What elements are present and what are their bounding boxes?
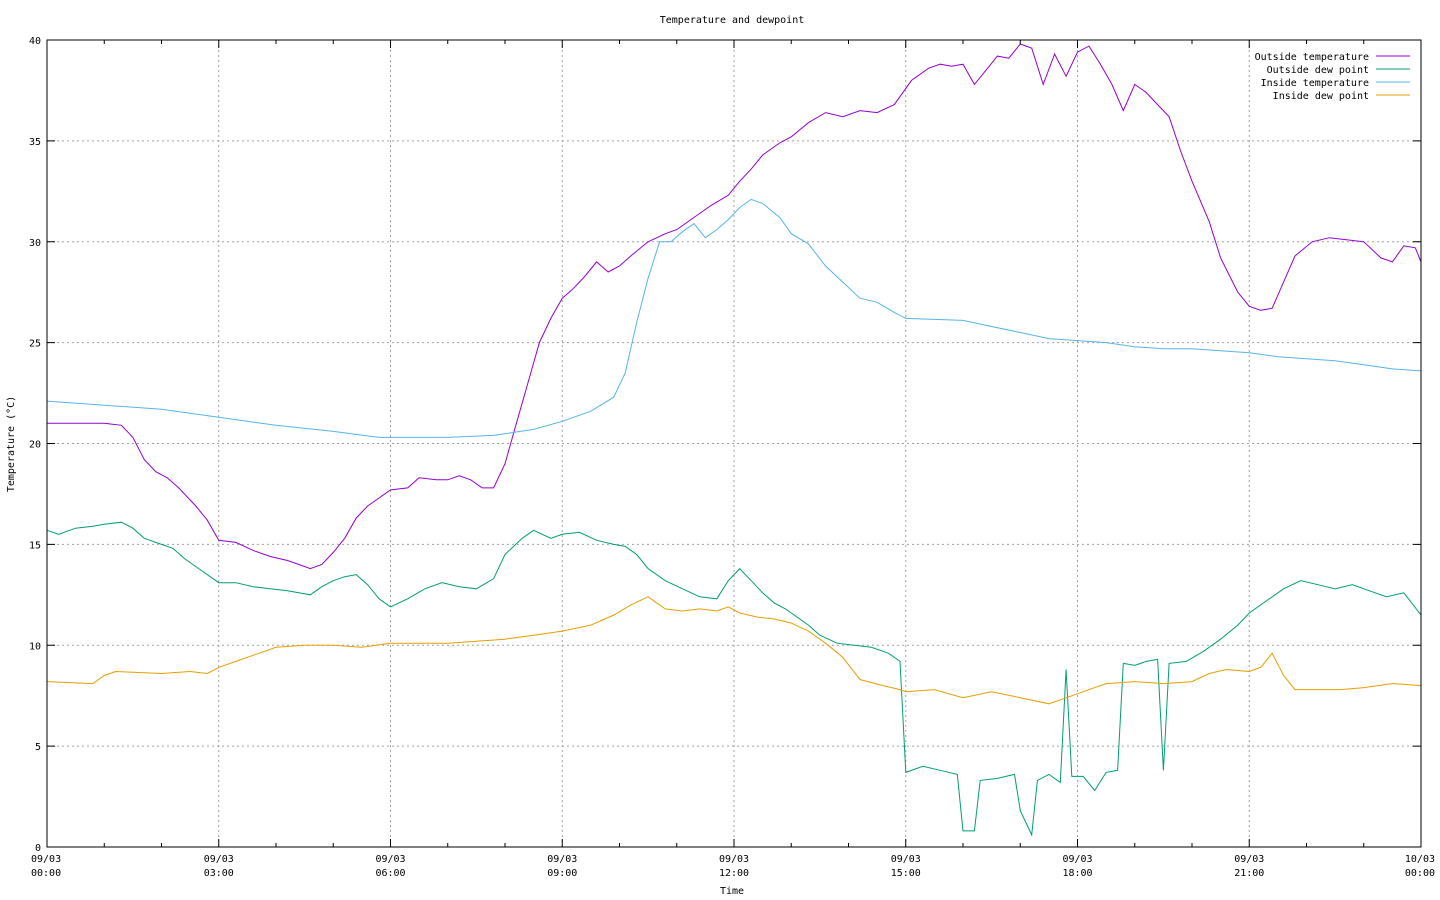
- x-tick-time: 09:00: [547, 868, 577, 879]
- x-tick-time: 21:00: [1234, 868, 1264, 879]
- grid-lines: [47, 40, 1421, 847]
- legend-label: Outside dew point: [1267, 65, 1369, 76]
- y-tick-label: 35: [29, 137, 41, 148]
- x-axis-label: Time: [720, 886, 744, 897]
- x-tick-date: 09/03: [1062, 854, 1092, 865]
- y-tick-label: 25: [29, 339, 41, 350]
- x-tick-date: 09/03: [891, 854, 921, 865]
- chart-title: Temperature and dewpoint: [660, 15, 805, 26]
- series-line-inside-temperature: [46, 198, 1422, 438]
- y-tick-label: 40: [29, 36, 41, 47]
- legend-label: Inside dew point: [1273, 91, 1369, 102]
- x-tick-date: 09/03: [31, 854, 61, 865]
- x-tick-date: 09/03: [719, 854, 749, 865]
- y-tick-label: 10: [29, 641, 41, 652]
- legend: Outside temperature Outside dew point Insi…: [1255, 52, 1410, 102]
- series-line-outside-temperature: [47, 43, 1422, 570]
- y-tick-label: 0: [35, 843, 41, 854]
- axis-ticks: 0 5 10 15 20 25 30 35 40 09/03 00:00 09/03 03:00 09/0…: [29, 36, 1435, 879]
- x-tick-time: 12:00: [719, 868, 749, 879]
- series-lines: [46, 43, 1422, 837]
- y-tick-label: 15: [29, 540, 41, 551]
- x-tick-date: 09/03: [1234, 854, 1264, 865]
- series-line-inside-dew-point: [46, 596, 1422, 705]
- series-line-outside-dew-point: [46, 521, 1422, 837]
- y-tick-label: 20: [29, 440, 41, 451]
- x-tick-time: 00:00: [31, 868, 61, 879]
- y-tick-label: 30: [29, 238, 41, 249]
- x-tick-date: 09/03: [547, 854, 577, 865]
- x-tick-date: 10/03: [1405, 854, 1435, 865]
- legend-label: Inside temperature: [1261, 78, 1369, 89]
- x-tick-time: 15:00: [891, 868, 921, 879]
- y-tick-label: 5: [35, 742, 41, 753]
- x-tick-time: 03:00: [204, 868, 234, 879]
- y-axis-label: Temperature (°C): [6, 396, 17, 492]
- x-tick-time: 18:00: [1062, 868, 1092, 879]
- legend-label: Outside temperature: [1255, 52, 1369, 63]
- x-tick-time: 06:00: [375, 868, 405, 879]
- x-tick-date: 09/03: [375, 854, 405, 865]
- x-tick-time: 00:00: [1405, 868, 1435, 879]
- x-tick-date: 09/03: [204, 854, 234, 865]
